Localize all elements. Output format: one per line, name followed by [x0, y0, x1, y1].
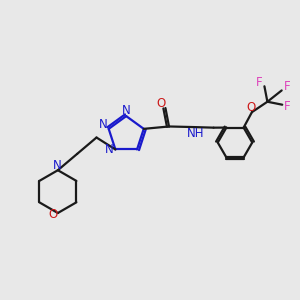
Text: N: N: [99, 118, 108, 131]
Text: O: O: [48, 208, 57, 221]
Text: F: F: [284, 80, 290, 93]
Text: NH: NH: [186, 127, 204, 140]
Text: N: N: [104, 143, 113, 156]
Text: O: O: [246, 100, 255, 114]
Text: F: F: [256, 76, 262, 88]
Text: N: N: [53, 159, 62, 172]
Text: O: O: [156, 97, 166, 110]
Text: F: F: [284, 100, 291, 113]
Text: N: N: [122, 104, 130, 117]
